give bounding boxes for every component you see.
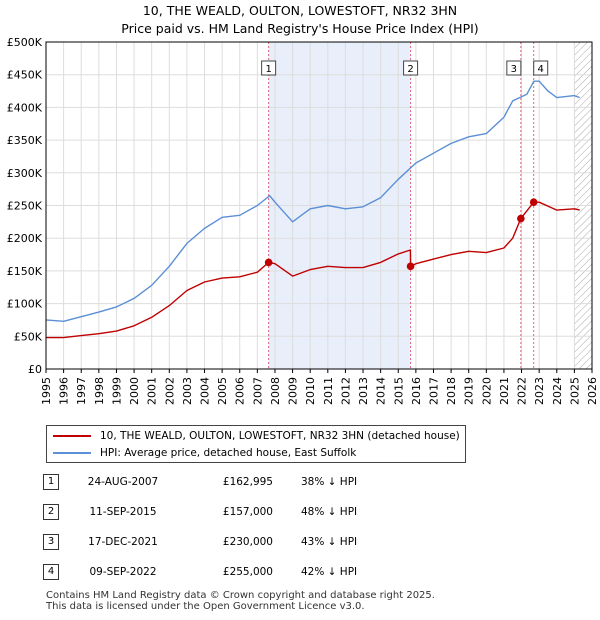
x-tick-label: 2025 bbox=[568, 377, 581, 405]
x-tick-label: 2013 bbox=[357, 377, 370, 405]
sale-number-label: 3 bbox=[511, 64, 517, 75]
sale-number-label: 2 bbox=[407, 64, 413, 75]
plot-frame bbox=[45, 41, 593, 370]
sale-number-badge: 4 bbox=[43, 564, 59, 580]
sale-hpi-diff: 38% ↓ HPI bbox=[301, 476, 358, 488]
y-tick-label: £350K bbox=[7, 134, 43, 147]
x-tick-label: 1999 bbox=[110, 377, 123, 405]
chart-title-block: 10, THE WEALD, OULTON, LOWESTOFT, NR32 3… bbox=[0, 2, 600, 38]
x-tick-label: 2008 bbox=[269, 377, 282, 405]
sale-price: £255,000 bbox=[222, 566, 273, 578]
price-chart: 1 2 3 4 £0 £50K £100K £150K £200K £250K £300K £350… bbox=[7, 36, 599, 405]
x-tick-label: 2009 bbox=[287, 377, 300, 405]
x-tick-label: 1996 bbox=[58, 377, 71, 405]
x-tick-label: 2010 bbox=[304, 377, 317, 405]
x-tick-label: 2001 bbox=[146, 377, 159, 405]
x-tick-label: 2026 bbox=[586, 377, 599, 405]
sale-price: £230,000 bbox=[222, 536, 273, 548]
sale-price: £157,000 bbox=[222, 506, 273, 518]
x-tick-label: 2021 bbox=[498, 377, 511, 405]
sale-point bbox=[264, 258, 273, 267]
y-tick-label: £200K bbox=[7, 232, 43, 245]
x-tick-label: 2022 bbox=[516, 377, 529, 405]
legend: 10, THE WEALD, OULTON, LOWESTOFT, NR32 3… bbox=[46, 425, 466, 463]
sale-number-box bbox=[533, 60, 549, 76]
x-tick-label: 2015 bbox=[392, 377, 405, 405]
sale-point bbox=[406, 262, 415, 271]
sale-number-label: 1 bbox=[265, 64, 271, 75]
sale-number-box bbox=[261, 60, 277, 76]
x-tick-label: 2004 bbox=[199, 377, 212, 405]
x-tick-label: 1995 bbox=[40, 377, 53, 405]
y-tick-label: £250K bbox=[7, 200, 43, 213]
x-tick-label: 1998 bbox=[93, 377, 106, 405]
sale-number-box bbox=[506, 60, 522, 76]
sale-hpi-diff: 43% ↓ HPI bbox=[301, 536, 358, 548]
y-tick-label: £150K bbox=[7, 265, 43, 278]
x-tick-label: 2019 bbox=[463, 377, 476, 405]
sale-date: 11-SEP-2015 bbox=[89, 506, 157, 518]
footer-line-licence: This data is licensed under the Open Gov… bbox=[46, 601, 365, 612]
table-row: 4 09-SEP-2022 £255,000 42% ↓ HPI bbox=[43, 562, 463, 582]
footer-attribution: Contains HM Land Registry data © Crown c… bbox=[46, 590, 435, 612]
sale-hpi-diff: 42% ↓ HPI bbox=[301, 566, 358, 578]
sale-date: 09-SEP-2022 bbox=[89, 566, 157, 578]
table-row: 3 17-DEC-2021 £230,000 43% ↓ HPI bbox=[43, 532, 463, 552]
legend-line-property bbox=[53, 435, 91, 437]
sale-point bbox=[517, 214, 525, 223]
legend-line-hpi bbox=[53, 452, 91, 454]
footer-line-copyright: Contains HM Land Registry data © Crown c… bbox=[46, 590, 435, 601]
property-price-line bbox=[46, 201, 580, 339]
x-tick-label: 1997 bbox=[75, 377, 88, 405]
sale-number-badge: 3 bbox=[43, 534, 59, 550]
sale-price: £162,995 bbox=[222, 476, 273, 488]
x-tick-label: 2012 bbox=[339, 377, 352, 405]
x-tick-label: 2000 bbox=[128, 377, 141, 405]
x-tick-label: 2016 bbox=[410, 377, 423, 405]
chart-title: 10, THE WEALD, OULTON, LOWESTOFT, NR32 3… bbox=[142, 3, 458, 18]
sale-hpi-diff: 48% ↓ HPI bbox=[301, 506, 358, 518]
x-tick-label: 2011 bbox=[322, 377, 335, 405]
sale-date: 17-DEC-2021 bbox=[88, 536, 158, 548]
y-tick-label: £100K bbox=[7, 298, 43, 311]
x-tick-label: 2007 bbox=[251, 377, 264, 405]
legend-label-hpi: HPI: Average price, detached house, East… bbox=[100, 447, 357, 459]
y-tick-label: £400K bbox=[7, 101, 43, 114]
sale-number-box bbox=[403, 60, 419, 76]
y-tick-label: £50K bbox=[14, 330, 43, 343]
sale-number-badge: 2 bbox=[43, 504, 59, 520]
y-tick-label: £450K bbox=[7, 69, 43, 82]
table-row: 2 11-SEP-2015 £157,000 48% ↓ HPI bbox=[43, 502, 463, 522]
hpi-line bbox=[45, 80, 580, 322]
sale-date: 24-AUG-2007 bbox=[87, 476, 159, 488]
x-tick-label: 2020 bbox=[480, 377, 493, 405]
x-tick-label: 2006 bbox=[234, 377, 247, 405]
sale-number-label: 4 bbox=[538, 64, 544, 75]
x-tick-label: 2024 bbox=[551, 377, 564, 405]
x-tick-label: 2003 bbox=[181, 377, 194, 405]
y-tick-label: £0 bbox=[28, 363, 42, 376]
legend-label-property: 10, THE WEALD, OULTON, LOWESTOFT, NR32 3… bbox=[100, 430, 460, 442]
x-tick-label: 2017 bbox=[427, 377, 440, 405]
x-tick-label: 2018 bbox=[445, 377, 458, 405]
chart-subtitle: Price paid vs. HM Land Registry's House … bbox=[121, 21, 479, 36]
y-tick-label: £300K bbox=[7, 167, 43, 180]
legend-item-property: 10, THE WEALD, OULTON, LOWESTOFT, NR32 3… bbox=[53, 428, 460, 444]
sale-point bbox=[529, 198, 538, 207]
y-tick-label: £500K bbox=[7, 36, 43, 49]
legend-item-hpi: HPI: Average price, detached house, East… bbox=[53, 445, 356, 461]
x-tick-label: 2023 bbox=[533, 377, 546, 405]
x-tick-label: 2002 bbox=[163, 377, 176, 405]
x-tick-label: 2005 bbox=[216, 377, 229, 405]
x-tick-label: 2014 bbox=[375, 377, 388, 405]
sale-number-badge: 1 bbox=[43, 474, 59, 490]
table-row: 1 24-AUG-2007 £162,995 38% ↓ HPI bbox=[43, 472, 463, 492]
